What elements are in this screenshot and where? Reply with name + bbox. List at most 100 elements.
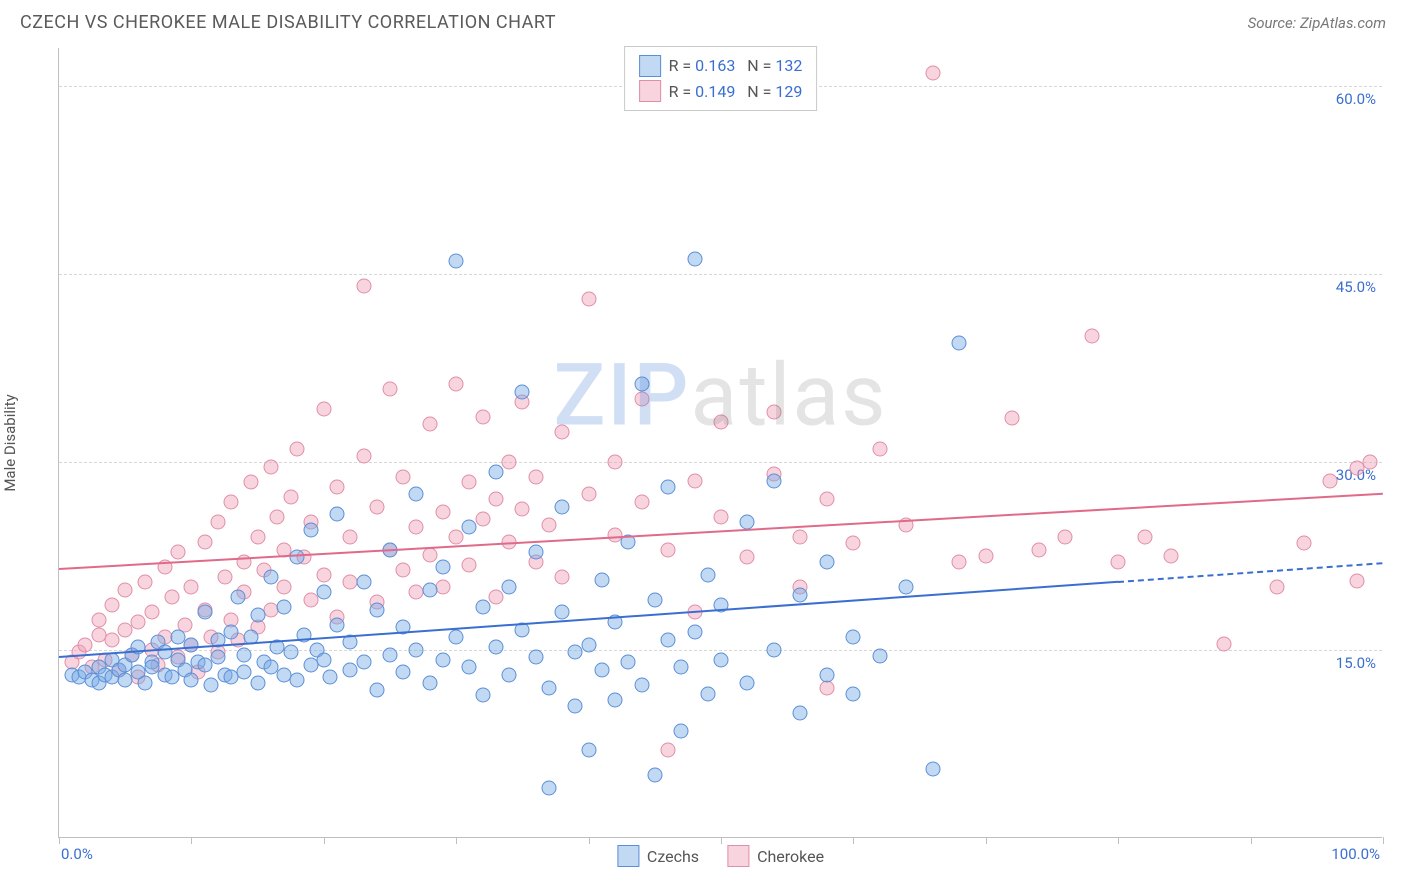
point-cherokee — [243, 474, 258, 489]
point-czech — [435, 560, 450, 575]
gridline-h — [59, 462, 1382, 463]
point-cherokee — [581, 291, 596, 306]
watermark-zip: ZIP — [553, 345, 690, 446]
point-cherokee — [502, 454, 517, 469]
point-cherokee — [396, 562, 411, 577]
point-czech — [714, 652, 729, 667]
point-cherokee — [766, 404, 781, 419]
point-czech — [515, 384, 530, 399]
point-cherokee — [925, 66, 940, 81]
point-czech — [197, 605, 212, 620]
point-cherokee — [217, 570, 232, 585]
point-czech — [224, 625, 239, 640]
point-czech — [555, 499, 570, 514]
point-czech — [283, 645, 298, 660]
source-name: ZipAtlas.com — [1300, 14, 1386, 32]
legend-swatch — [617, 845, 639, 867]
point-czech — [330, 617, 345, 632]
point-cherokee — [475, 409, 490, 424]
point-cherokee — [714, 414, 729, 429]
point-czech — [316, 652, 331, 667]
point-cherokee — [290, 442, 305, 457]
legend-item-czechs: Czechs — [617, 845, 699, 867]
point-czech — [356, 655, 371, 670]
point-czech — [230, 590, 245, 605]
point-czech — [475, 688, 490, 703]
point-czech — [356, 575, 371, 590]
x-tick — [324, 837, 325, 844]
point-czech — [396, 665, 411, 680]
stats-row: R = 0.163 N = 132 — [639, 53, 803, 79]
point-czech — [250, 675, 265, 690]
point-cherokee — [171, 545, 186, 560]
point-czech — [819, 667, 834, 682]
point-czech — [700, 567, 715, 582]
point-czech — [594, 572, 609, 587]
point-czech — [634, 678, 649, 693]
point-czech — [488, 464, 503, 479]
point-czech — [237, 665, 252, 680]
stats-legend-box: R = 0.163 N = 132R = 0.149 N = 129 — [624, 46, 818, 111]
point-cherokee — [263, 459, 278, 474]
point-cherokee — [104, 632, 119, 647]
point-cherokee — [661, 743, 676, 758]
x-tick-label: 100.0% — [1331, 845, 1380, 863]
x-tick — [59, 837, 60, 844]
point-czech — [369, 683, 384, 698]
point-cherokee — [422, 547, 437, 562]
point-czech — [674, 724, 689, 739]
point-cherokee — [462, 474, 477, 489]
point-cherokee — [343, 530, 358, 545]
point-cherokee — [164, 590, 179, 605]
point-czech — [502, 580, 517, 595]
point-czech — [369, 602, 384, 617]
point-czech — [462, 520, 477, 535]
y-tick-label: 45.0% — [1336, 278, 1376, 296]
point-czech — [422, 675, 437, 690]
point-czech — [925, 762, 940, 777]
point-cherokee — [1217, 636, 1232, 651]
point-czech — [237, 647, 252, 662]
point-czech — [449, 254, 464, 269]
point-czech — [528, 545, 543, 560]
point-czech — [555, 605, 570, 620]
point-czech — [488, 640, 503, 655]
point-czech — [740, 515, 755, 530]
point-cherokee — [316, 402, 331, 417]
point-cherokee — [978, 548, 993, 563]
point-czech — [138, 675, 153, 690]
point-czech — [687, 251, 702, 266]
point-czech — [250, 607, 265, 622]
point-czech — [687, 625, 702, 640]
point-czech — [316, 585, 331, 600]
point-czech — [766, 642, 781, 657]
point-czech — [204, 678, 219, 693]
point-czech — [462, 660, 477, 675]
point-czech — [793, 587, 808, 602]
point-cherokee — [661, 542, 676, 557]
legend-swatch — [727, 845, 749, 867]
point-cherokee — [78, 637, 93, 652]
point-czech — [872, 649, 887, 664]
legend-label: Cherokee — [757, 847, 824, 866]
point-cherokee — [714, 509, 729, 524]
point-czech — [323, 670, 338, 685]
trendline-czech-dashed — [1118, 562, 1383, 583]
point-cherokee — [634, 392, 649, 407]
x-tick — [1251, 837, 1252, 844]
point-cherokee — [1296, 536, 1311, 551]
point-cherokee — [283, 489, 298, 504]
point-cherokee — [197, 535, 212, 550]
point-czech — [277, 600, 292, 615]
point-cherokee — [210, 515, 225, 530]
point-cherokee — [488, 590, 503, 605]
point-cherokee — [1137, 530, 1152, 545]
point-czech — [528, 650, 543, 665]
stats-row: R = 0.149 N = 129 — [639, 79, 803, 105]
gridline-h — [59, 274, 1382, 275]
point-czech — [541, 680, 556, 695]
plot-area: ZIPatlas R = 0.163 N = 132R = 0.149 N = … — [58, 48, 1382, 838]
point-czech — [435, 652, 450, 667]
legend-label: Czechs — [647, 847, 699, 866]
point-czech — [661, 479, 676, 494]
